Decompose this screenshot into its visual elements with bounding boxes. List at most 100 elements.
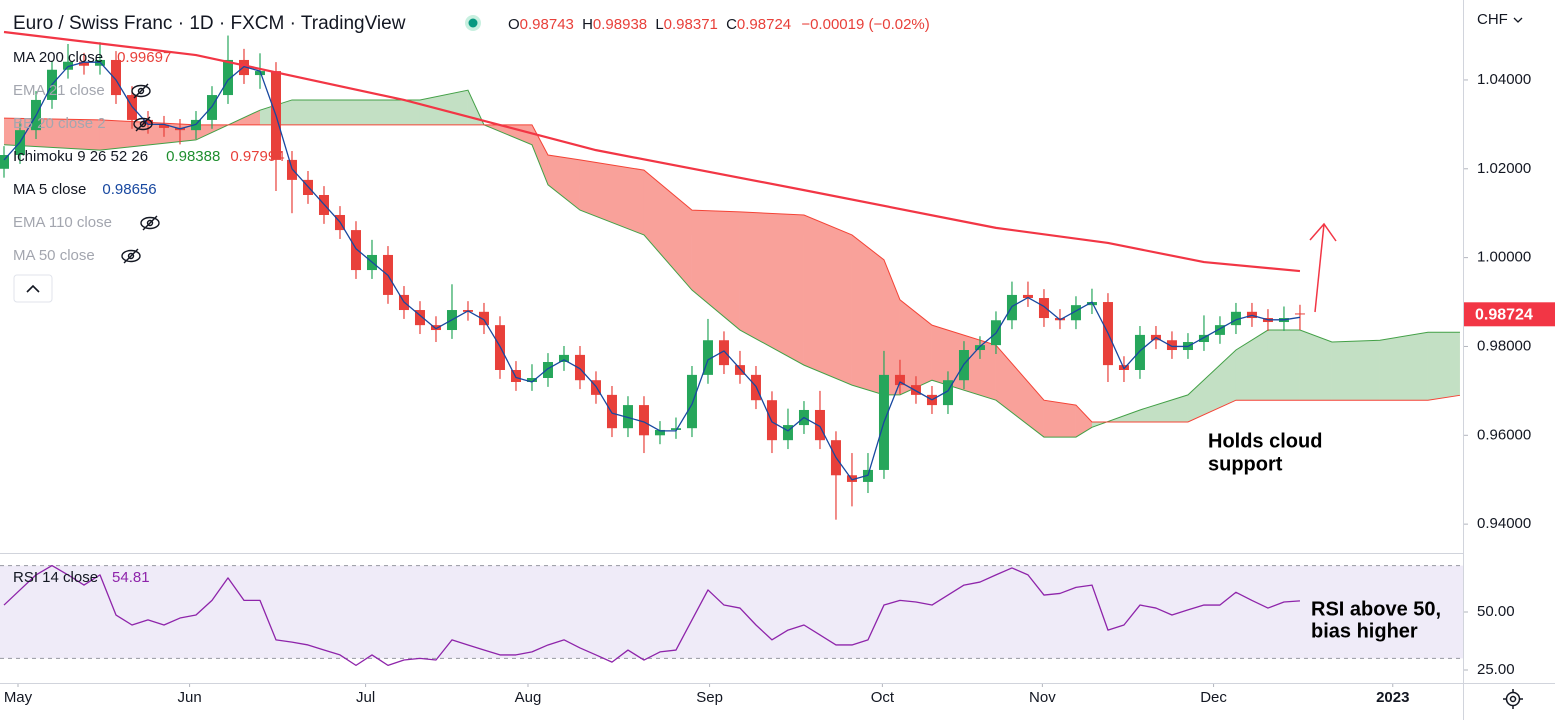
eye-off-icon[interactable] (140, 215, 160, 231)
price-pane (0, 30, 1461, 520)
x-tick-label: Sep (696, 689, 723, 706)
candle-body (1294, 313, 1305, 315)
cloud-fill (1043, 400, 1076, 438)
x-tick-label: Nov (1029, 689, 1056, 706)
candle-body (894, 374, 905, 386)
candle-body (478, 311, 489, 326)
candle-body (1230, 311, 1241, 326)
cloud-fill (883, 259, 900, 395)
legend-item[interactable]: MA 50 close (13, 247, 95, 264)
legend-value: 0.98656 (102, 181, 156, 198)
cloud-fill (1075, 405, 1092, 438)
cloud-fill (547, 155, 580, 211)
ohlc-value: 0.98743 (520, 16, 574, 33)
candle-body (1038, 298, 1049, 319)
cloud-fill (643, 170, 692, 291)
up-arrow (1309, 222, 1337, 313)
legend-item[interactable]: Ichimoku 9 26 52 26 0.98388 0.97994 (13, 148, 285, 165)
candle-body (510, 369, 521, 382)
candle-body (1214, 325, 1225, 335)
x-tick-label: May (4, 689, 33, 706)
ohlc-value: 0.98371 (664, 16, 718, 33)
annotation: Holds cloud (1208, 430, 1322, 452)
rsi-pane (0, 564, 1463, 667)
currency-label[interactable]: CHF (1477, 11, 1508, 28)
cloud-fill (419, 90, 468, 125)
annotation: support (1208, 453, 1283, 475)
candle-body (910, 385, 921, 395)
candle-body (606, 394, 617, 429)
rsi-band (0, 565, 1463, 659)
candle-body (542, 362, 553, 378)
y-tick-label: 25.00 (1477, 661, 1515, 678)
cloud-fill (1427, 332, 1460, 401)
eye-off-icon[interactable] (133, 116, 153, 132)
legend-value: 54.81 (112, 569, 150, 586)
y-tick-label: 0.96000 (1477, 426, 1531, 443)
candle-body (78, 61, 89, 66)
candle-body (782, 425, 793, 441)
candle-body (430, 325, 441, 331)
cloud-fill (1235, 330, 1268, 401)
candle-body (158, 124, 169, 128)
candle-body (654, 429, 665, 436)
cloud-fill (739, 211, 804, 366)
cloud-fill (291, 99, 340, 125)
axes: 0.94000 0.96000 0.98000 1.00000 1.02000 1.040… (4, 71, 1555, 706)
cloud-fill (995, 345, 1044, 438)
hidden-icons (121, 83, 160, 264)
eye-off-icon[interactable] (121, 248, 141, 264)
candle-body (1070, 305, 1081, 321)
x-tick-label: Oct (871, 689, 895, 706)
candle-body (0, 155, 9, 169)
candle-body (350, 230, 361, 271)
legend-value: 0.99697 (117, 49, 171, 66)
annotation: bias higher (1311, 620, 1418, 642)
legend-value: 0.97994 (230, 148, 284, 165)
rsi-legend[interactable]: RSI 14 close 54.81 (13, 569, 150, 586)
y-tick-label: 50.00 (1477, 603, 1515, 620)
ohlc-label: L (655, 16, 663, 33)
candle-body (638, 405, 649, 436)
candle-body (254, 71, 265, 76)
y-tick-label: 1.02000 (1477, 160, 1531, 177)
legend-item[interactable]: MA 5 close 0.98656 (13, 181, 157, 198)
candle-body (286, 159, 297, 180)
eye-off-icon[interactable] (131, 83, 151, 99)
legend-item[interactable]: EMA 21 close (13, 82, 105, 99)
currency-caret (1513, 17, 1523, 23)
candle-body (766, 400, 777, 441)
x-tick-label: Aug (515, 689, 542, 706)
collapse-button[interactable] (13, 274, 53, 303)
cloud-fill (899, 299, 932, 395)
legend-item[interactable]: BB 20 close 2 (13, 115, 106, 132)
candle-body (1022, 294, 1033, 299)
ohlc-label: O (508, 16, 520, 33)
status-dot (468, 18, 478, 28)
x-tick-label: 2023 (1376, 689, 1409, 706)
cloud-fill (3, 118, 100, 151)
legend-label: MA 200 close (13, 49, 103, 66)
legend-item[interactable]: EMA 110 close (13, 214, 112, 231)
cloud-span-a (3, 89, 1460, 438)
ohlc-readout: O0.98743 H0.98938 L0.98371 C0.98724 −0.0… (508, 16, 930, 33)
legend-label: MA 5 close (13, 181, 86, 198)
cloud-fill (99, 119, 196, 151)
ohlc-label: H (582, 16, 593, 33)
candle-body (734, 365, 745, 375)
candle-body (62, 61, 73, 70)
x-tick-label: Jun (178, 689, 202, 706)
y-tick-label: 1.04000 (1477, 71, 1531, 88)
last-price-label: 0.98724 (1475, 307, 1533, 324)
candle-body (670, 428, 681, 430)
candle-body (142, 119, 153, 125)
legend-item[interactable]: MA 200 close 0.99697 (13, 49, 171, 66)
settings-icon[interactable] (1503, 689, 1523, 709)
candle-body (974, 345, 985, 351)
candle-body (622, 405, 633, 429)
cloud-fill (1139, 394, 1188, 422)
y-tick-label: 0.98000 (1477, 337, 1531, 354)
cloud-fill (1187, 350, 1236, 422)
candle-body (110, 59, 121, 96)
candle-body (942, 380, 953, 406)
